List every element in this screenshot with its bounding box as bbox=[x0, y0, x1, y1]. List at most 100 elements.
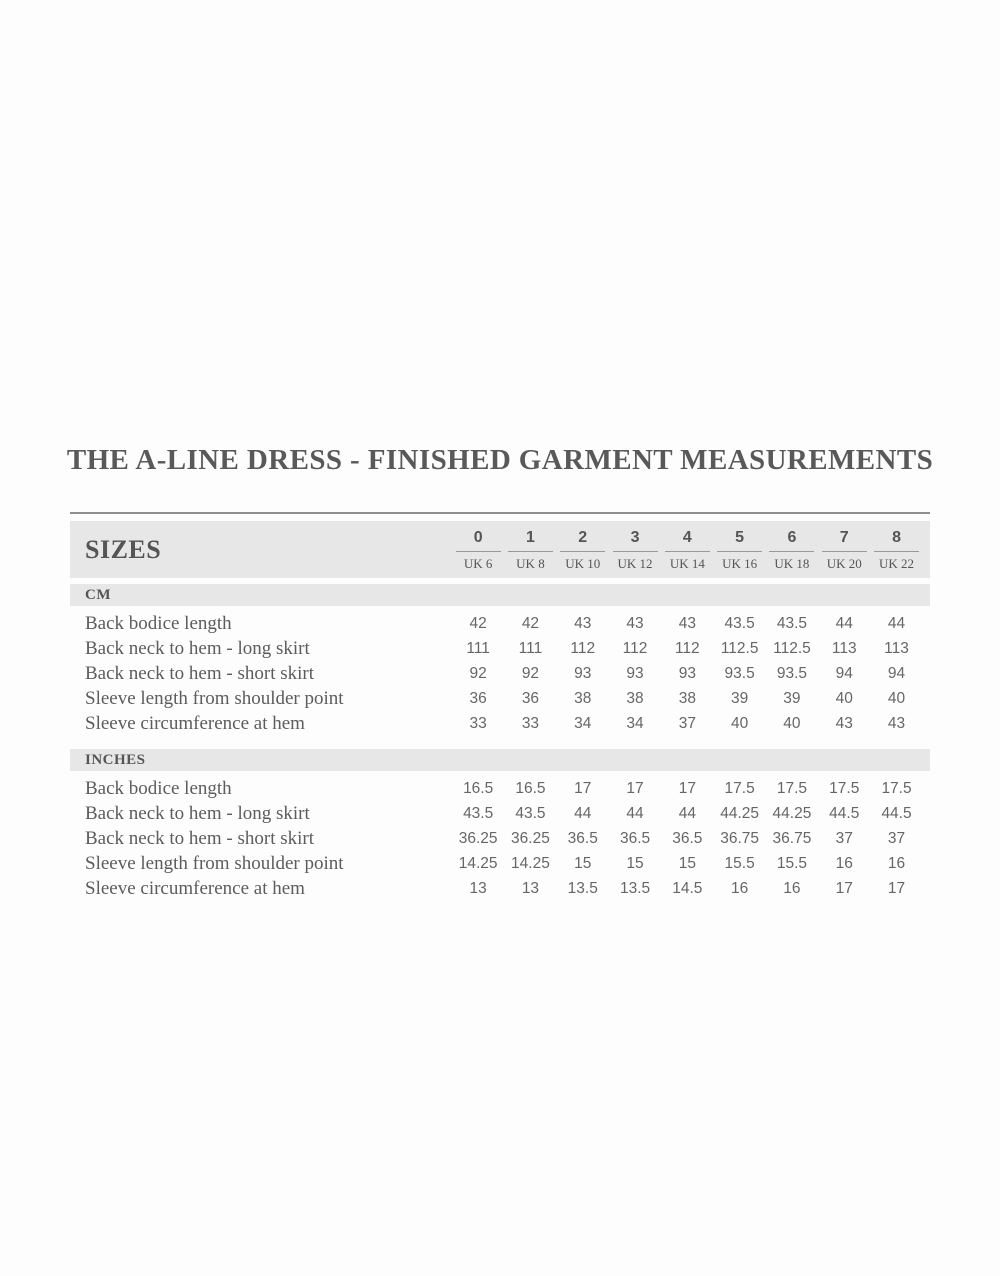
row-label: Sleeve length from shoulder point bbox=[85, 852, 344, 874]
measurement-value: 36.75 bbox=[772, 829, 812, 847]
measurement-value: 37 bbox=[678, 714, 696, 732]
measurement-value: 112.5 bbox=[773, 639, 811, 657]
row-label: Back bodice length bbox=[85, 612, 232, 634]
size-number: 1 bbox=[525, 528, 535, 546]
section-rows-cm: Back bodice length 42 42 43 43 43 43.5 43.5 44 44… bbox=[70, 611, 930, 736]
measurement-value: 42 bbox=[521, 614, 540, 632]
measurement-value: 15 bbox=[574, 854, 592, 872]
measurement-value: 16.5 bbox=[515, 779, 546, 797]
size-column-header: 1 UK 8 bbox=[504, 528, 556, 570]
measurement-value: 112 bbox=[570, 639, 596, 657]
measurement-value: 15 bbox=[678, 854, 696, 872]
table-top-rule bbox=[70, 512, 930, 514]
measurement-value: 43 bbox=[835, 714, 853, 732]
measurement-value: 36 bbox=[521, 689, 540, 707]
table-row: Back neck to hem - long skirt 43.5 43.5 44 4… bbox=[70, 801, 930, 826]
measurement-value: 36 bbox=[469, 689, 487, 707]
table-row: Sleeve circumference at hem 13 13 13.5 13.5 1… bbox=[70, 876, 930, 901]
row-label: Back neck to hem - long skirt bbox=[85, 802, 310, 824]
measurement-value: 44 bbox=[835, 614, 853, 632]
measurement-value: 44 bbox=[626, 804, 644, 822]
size-underline bbox=[612, 550, 658, 552]
table-row: Sleeve length from shoulder point 36 36 38 3… bbox=[70, 686, 930, 711]
measurement-value: 43 bbox=[626, 614, 644, 632]
measurement-value: 36.75 bbox=[720, 829, 760, 847]
measurement-value: 16 bbox=[887, 854, 906, 872]
measurement-value: 17 bbox=[678, 779, 696, 797]
measurement-value: 44.25 bbox=[720, 804, 760, 822]
measurement-value: 93 bbox=[574, 664, 592, 682]
measurement-value: 40 bbox=[887, 689, 906, 707]
table-row: Back bodice length 42 42 43 43 43 43.5 43.5 44 44 bbox=[70, 611, 930, 636]
measurement-value: 44.25 bbox=[772, 804, 812, 822]
size-underline bbox=[769, 550, 815, 552]
section-header-inches: INCHES bbox=[70, 749, 930, 771]
measurement-value: 92 bbox=[521, 664, 540, 682]
measurement-value: 43 bbox=[887, 714, 906, 732]
measurement-value: 36.5 bbox=[619, 829, 651, 847]
row-label: Sleeve circumference at hem bbox=[85, 877, 305, 899]
sizes-label: SIZES bbox=[85, 534, 162, 564]
size-column-header: 2 UK 10 bbox=[557, 529, 609, 571]
measurement-value: 17 bbox=[835, 879, 853, 897]
measurement-value: 40 bbox=[783, 714, 801, 732]
measurement-value: 93 bbox=[626, 664, 644, 682]
measurement-value: 17.5 bbox=[776, 779, 808, 797]
measurement-value: 93.5 bbox=[776, 664, 808, 682]
row-label: Back neck to hem - long skirt bbox=[85, 637, 310, 659]
measurement-value: 44.5 bbox=[829, 804, 860, 822]
measurement-value: 44.5 bbox=[881, 804, 912, 822]
size-column-header: 8 UK 22 bbox=[870, 528, 922, 571]
measurement-value: 112 bbox=[622, 639, 648, 657]
size-number: 6 bbox=[787, 528, 797, 546]
table-row: Back neck to hem - short skirt 36.25 36.25… bbox=[70, 826, 930, 851]
size-underline bbox=[874, 550, 920, 552]
uk-size-label: UK 10 bbox=[565, 555, 601, 571]
measurement-value: 36.25 bbox=[511, 829, 550, 847]
measurement-value: 111 bbox=[466, 639, 490, 657]
table-row: Back neck to hem - long skirt 111 111 112 11… bbox=[70, 636, 930, 661]
section-label-cm: CM bbox=[85, 586, 111, 603]
uk-size-label: UK 16 bbox=[722, 555, 758, 571]
measurement-value: 33 bbox=[469, 714, 487, 732]
size-column-header: 0 UK 6 bbox=[452, 529, 504, 570]
uk-size-label: UK 12 bbox=[617, 555, 653, 571]
size-underline bbox=[664, 550, 710, 552]
measurement-value: 14.5 bbox=[672, 879, 703, 897]
uk-size-label: UK 22 bbox=[879, 555, 915, 571]
table-row: Sleeve length from shoulder point 14.25 14… bbox=[70, 851, 930, 876]
measurement-value: 16 bbox=[835, 854, 853, 872]
measurement-value: 112 bbox=[674, 639, 700, 657]
measurement-value: 17.5 bbox=[724, 779, 755, 797]
measurement-value: 13.5 bbox=[619, 879, 651, 897]
size-column-header: 4 UK 14 bbox=[661, 528, 713, 571]
measurement-value: 43 bbox=[574, 614, 592, 632]
measurement-value: 38 bbox=[626, 689, 644, 707]
measurement-value: 39 bbox=[731, 689, 749, 707]
row-label: Back bodice length bbox=[85, 777, 232, 799]
size-number: 4 bbox=[682, 528, 692, 546]
size-column-header: 7 UK 20 bbox=[818, 529, 870, 570]
measurement-value: 15 bbox=[626, 854, 644, 872]
measurement-value: 15.5 bbox=[724, 854, 755, 872]
size-number: 3 bbox=[630, 528, 640, 546]
measurement-value: 92 bbox=[469, 664, 487, 682]
measurement-value: 93 bbox=[678, 664, 696, 682]
measurement-value: 15.5 bbox=[776, 854, 808, 872]
measurement-value: 43.5 bbox=[515, 804, 546, 822]
measurement-value: 40 bbox=[731, 714, 749, 732]
measurement-value: 37 bbox=[887, 829, 906, 847]
size-number: 8 bbox=[892, 528, 901, 546]
measurement-value: 37 bbox=[835, 829, 853, 847]
measurement-value: 13.5 bbox=[567, 879, 598, 897]
measurement-value: 17.5 bbox=[881, 779, 912, 797]
measurement-value: 17 bbox=[574, 779, 592, 797]
measurement-value: 42 bbox=[469, 614, 487, 632]
uk-size-label: UK 14 bbox=[669, 555, 705, 571]
measurement-value: 43.5 bbox=[776, 614, 808, 632]
table-sections: CM Back bodice length 42 42 43 43 43 43.5 43.5 44… bbox=[70, 584, 930, 901]
row-label: Back neck to hem - short skirt bbox=[85, 662, 315, 684]
size-column-header: 6 UK 18 bbox=[766, 528, 818, 570]
row-label: Back neck to hem - short skirt bbox=[85, 827, 315, 849]
table-row: Sleeve circumference at hem 33 33 34 34 37 40 4… bbox=[70, 711, 930, 736]
